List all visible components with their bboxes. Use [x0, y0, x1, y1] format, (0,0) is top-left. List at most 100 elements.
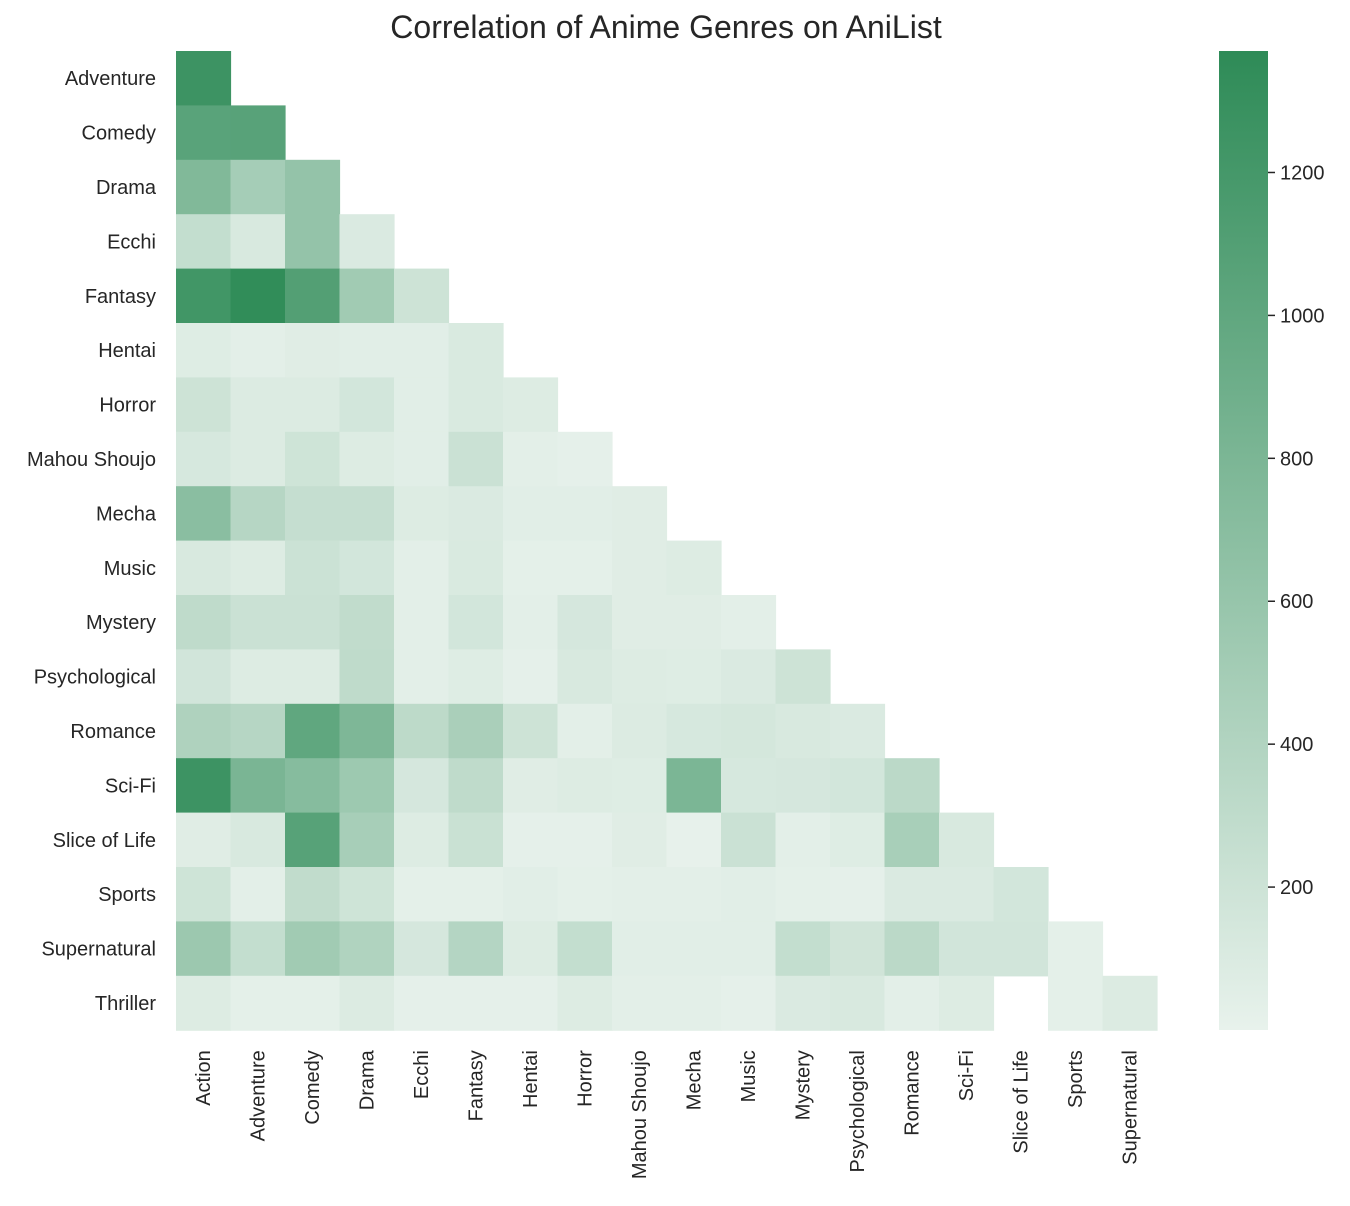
heatmap-cell-thriller-action: [176, 975, 232, 1031]
heatmap-cell-sports-action: [176, 867, 232, 922]
heatmap-cell-music-ecchi: [394, 540, 450, 596]
x-tick-label: Adventure: [248, 1050, 270, 1141]
heatmap-cell-mystery-mahou-shoujo: [612, 595, 668, 650]
x-tick-label: Sci-Fi: [956, 1050, 978, 1101]
colorbar: 200 400 600 800 1000 1200: [1219, 51, 1325, 1030]
heatmap-cell-thriller-fantasy: [448, 975, 504, 1031]
heatmap-cell-ecchi-comedy: [285, 214, 341, 270]
colorbar-tick-label: 200: [1280, 877, 1313, 899]
heatmap-cell-sports-fantasy: [448, 867, 504, 922]
heatmap-cell-drama-adventure: [230, 159, 286, 215]
heatmap-cell-music-drama: [339, 540, 395, 596]
heatmap-cell-horror-comedy: [285, 377, 341, 433]
heatmap-cell-hentai-comedy: [285, 323, 341, 378]
heatmap-cell-thriller-comedy: [285, 975, 341, 1031]
x-tick-label: Music: [738, 1050, 760, 1102]
heatmap-cell-supernatural-hentai: [503, 921, 559, 977]
heatmap-cell-sci-fi-drama: [339, 758, 395, 814]
heatmap-cell-sports-mecha: [666, 867, 722, 922]
heatmap-cell-mahou-shoujo-fantasy: [448, 431, 504, 487]
heatmap-cell-horror-adventure: [230, 377, 286, 433]
heatmap-cell-thriller-hentai: [503, 975, 559, 1031]
heatmap-cell-thriller-music: [721, 975, 777, 1031]
heatmap-cell-drama-comedy: [285, 159, 341, 215]
heatmap-cell-romance-psychological: [830, 703, 886, 759]
heatmap-cell-slice-of-life-adventure: [230, 812, 286, 868]
heatmap-cell-psychological-music: [721, 649, 777, 705]
x-tick-label: Psychological: [847, 1050, 869, 1172]
heatmap-cell-supernatural-music: [721, 921, 777, 977]
heatmap-cell-sci-fi-fantasy: [448, 758, 504, 814]
heatmap-cell-horror-action: [176, 377, 232, 433]
heatmap-cell-sports-ecchi: [394, 867, 450, 922]
heatmap-cell-thriller-sci-fi: [939, 975, 995, 1031]
heatmap-cell-mecha-comedy: [285, 486, 341, 542]
heatmap-cell-slice-of-life-horror: [557, 812, 613, 868]
heatmap-cell-music-comedy: [285, 540, 341, 596]
heatmap-cell-supernatural-ecchi: [394, 921, 450, 977]
heatmap-cell-psychological-hentai: [503, 649, 559, 705]
heatmap-cell-sci-fi-mecha: [666, 758, 722, 814]
heatmap-cell-supernatural-adventure: [230, 921, 286, 977]
heatmap-cell-fantasy-action: [176, 268, 232, 324]
x-tick-label: Fantasy: [466, 1050, 488, 1121]
heatmap-cell-music-hentai: [503, 540, 559, 596]
heatmap-cell-sci-fi-action: [176, 758, 232, 814]
heatmap-cell-romance-music: [721, 703, 777, 759]
y-tick-label: Sci-Fi: [105, 775, 156, 797]
heatmap-cell-mahou-shoujo-adventure: [230, 431, 286, 487]
heatmap-cell-mahou-shoujo-ecchi: [394, 431, 450, 487]
heatmap-cell-music-action: [176, 540, 232, 596]
heatmap-cell-sports-music: [721, 867, 777, 922]
heatmap-cell-sci-fi-romance: [884, 758, 940, 814]
heatmap-cell-fantasy-ecchi: [394, 268, 450, 324]
heatmap-cell-romance-drama: [339, 703, 395, 759]
colorbar-tick-label: 600: [1280, 591, 1313, 613]
heatmap-cell-romance-mahou-shoujo: [612, 703, 668, 759]
heatmap-cell-sci-fi-music: [721, 758, 777, 814]
heatmap-cell-slice-of-life-action: [176, 812, 232, 868]
y-tick-label: Mecha: [96, 503, 157, 525]
y-tick-label: Sports: [98, 884, 156, 906]
heatmap-cell-sports-sci-fi: [939, 867, 995, 922]
heatmap-cell-psychological-comedy: [285, 649, 341, 705]
heatmap-cell-mahou-shoujo-horror: [557, 431, 613, 487]
y-tick-label: Comedy: [82, 123, 156, 145]
heatmap-cell-thriller-horror: [557, 975, 613, 1031]
heatmap-cell-mystery-fantasy: [448, 595, 504, 650]
heatmap-cell-thriller-ecchi: [394, 975, 450, 1031]
heatmap-cell-hentai-drama: [339, 323, 395, 378]
heatmap-cell-romance-mystery: [775, 703, 831, 759]
y-tick-label: Thriller: [95, 993, 156, 1015]
x-tick-label: Sports: [1065, 1050, 1087, 1108]
y-tick-label: Psychological: [34, 667, 156, 689]
heatmap-cell-music-horror: [557, 540, 613, 596]
heatmap-cell-psychological-ecchi: [394, 649, 450, 705]
x-tick-label: Mecha: [684, 1049, 706, 1110]
heatmap-cell-fantasy-adventure: [230, 268, 286, 324]
heatmap-cell-horror-fantasy: [448, 377, 504, 433]
y-tick-label: Music: [104, 558, 156, 580]
x-tick-label: Mahou Shoujo: [629, 1050, 651, 1179]
heatmap-cell-romance-hentai: [503, 703, 559, 759]
x-tick-label: Ecchi: [411, 1050, 433, 1099]
heatmap-cell-supernatural-sports: [1048, 921, 1104, 977]
x-tick-label: Comedy: [302, 1050, 324, 1124]
colorbar-tick-label: 800: [1280, 448, 1313, 470]
heatmap-cell-supernatural-drama: [339, 921, 395, 977]
heatmap-cell-romance-fantasy: [448, 703, 504, 759]
heatmap-cell-psychological-adventure: [230, 649, 286, 705]
y-tick-label: Horror: [99, 395, 156, 417]
heatmap-cell-romance-ecchi: [394, 703, 450, 759]
heatmap-cell-sports-hentai: [503, 867, 559, 922]
heatmap-cell-sci-fi-mystery: [775, 758, 831, 814]
y-tick-label: Romance: [70, 721, 156, 743]
heatmap-cell-sports-mahou-shoujo: [612, 867, 668, 922]
heatmap-cell-supernatural-comedy: [285, 921, 341, 977]
heatmap-cell-slice-of-life-music: [721, 812, 777, 868]
heatmap-cell-mecha-fantasy: [448, 486, 504, 542]
x-tick-label: Romance: [902, 1050, 924, 1136]
heatmap-cell-ecchi-drama: [339, 214, 395, 270]
y-tick-label: Adventure: [65, 68, 156, 90]
heatmap-cell-psychological-horror: [557, 649, 613, 705]
